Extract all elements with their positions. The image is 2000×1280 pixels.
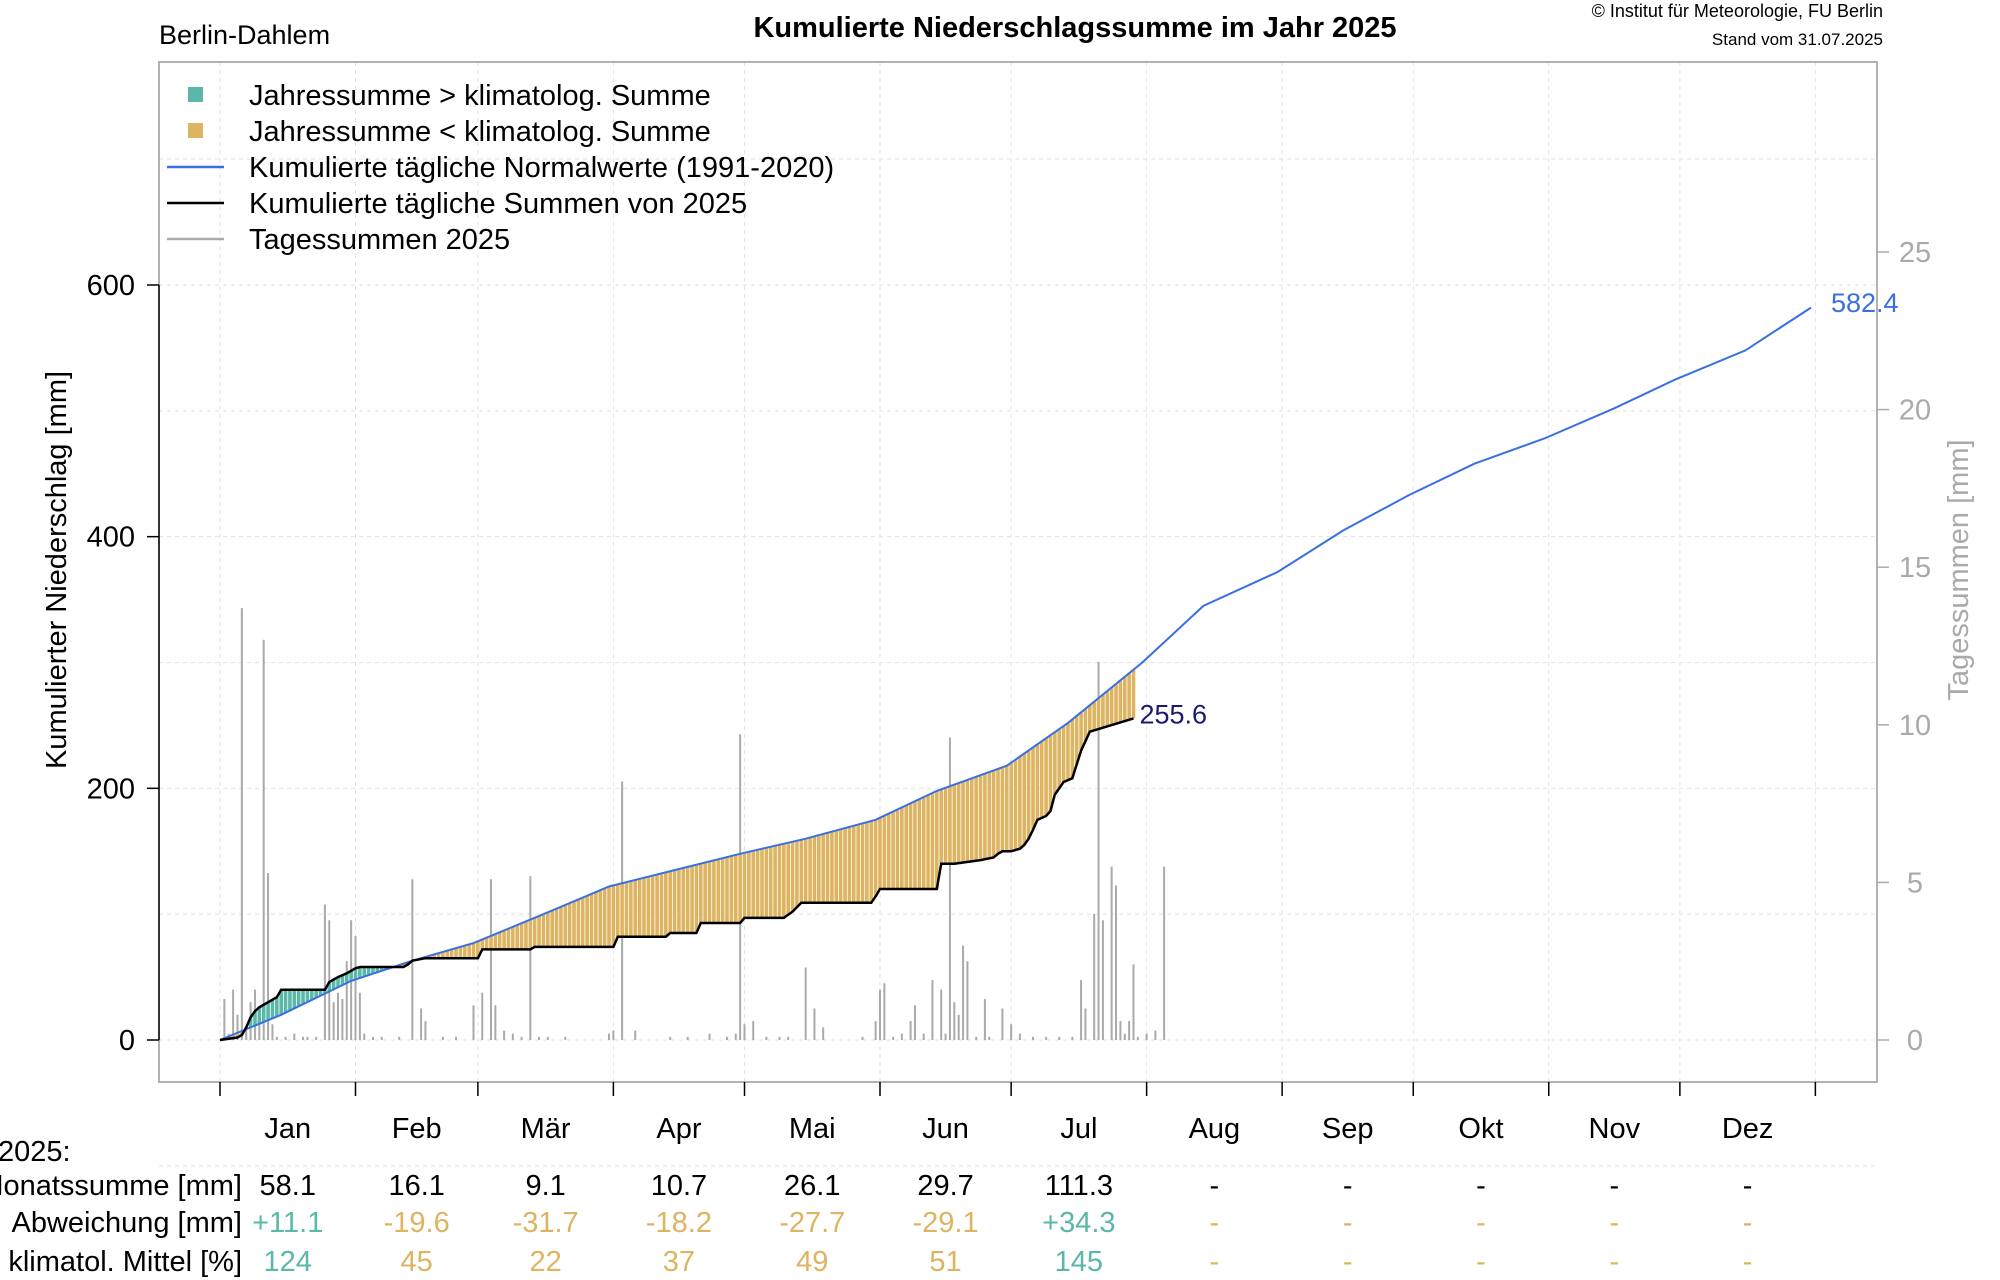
normal-line (219, 306, 1812, 1041)
y-tick-label: 0 (119, 1025, 135, 1057)
table-cell: - (1209, 1170, 1220, 1202)
x-tick-label: Okt (1458, 1113, 1503, 1145)
table-cell: - (1476, 1246, 1486, 1278)
x-tick-label: Jul (1060, 1113, 1097, 1145)
axes: 0 200 400 600 0 5 10 15 20 25 Jan Feb Mär Apr Mai Jun Ju… (87, 237, 1932, 1145)
legend-label: Jahressumme > klimatolog. Summe (249, 80, 711, 112)
table-cell: 51 (929, 1246, 962, 1278)
actual-line (219, 717, 1134, 1042)
legend-label: Kumulierte tägliche Normalwerte (1991-20… (249, 152, 834, 184)
x-tick-label: Sep (1322, 1113, 1374, 1145)
table-cell: - (1342, 1170, 1353, 1202)
table-row-label: Abweichung [mm] (11, 1207, 243, 1239)
table-cell: -18.2 (645, 1207, 712, 1239)
table-cell: +11.1 (252, 1207, 324, 1239)
table-cell: - (1342, 1207, 1353, 1239)
table-cell: -27.7 (779, 1207, 846, 1239)
table-cell: -19.6 (383, 1207, 450, 1239)
y2-tick-label: 5 (1907, 867, 1923, 899)
chart-title: Kumulierte Niederschlagssumme im Jahr 20… (753, 12, 1397, 44)
table-cell: -29.1 (912, 1207, 979, 1239)
legend-label: Tagessummen 2025 (249, 224, 510, 256)
legend-label: Jahressumme < klimatolog. Summe (249, 116, 711, 148)
table-cell: 29.7 (917, 1170, 974, 1202)
y2-tick-label: 10 (1899, 710, 1931, 742)
end-label-actual: 255.6 (1140, 699, 1208, 729)
table-cell: 10.7 (650, 1170, 708, 1202)
table-cell: - (1476, 1170, 1486, 1202)
table-cell: 49 (796, 1246, 829, 1278)
table-cell: - (1476, 1207, 1486, 1239)
table-cell: 111.3 (1044, 1170, 1114, 1202)
deviation-fill (222, 669, 1136, 1040)
x-tick-label: Aug (1189, 1113, 1241, 1145)
table-cell: - (1209, 1207, 1220, 1239)
x-tick-label: Mär (521, 1113, 571, 1145)
table-cell: 9.1 (525, 1170, 566, 1202)
table-cell: - (1742, 1246, 1753, 1278)
station-name: Berlin-Dahlem (159, 20, 331, 50)
y2-tick-label: 20 (1899, 395, 1931, 427)
legend-label: Kumulierte tägliche Summen von 2025 (249, 188, 747, 220)
x-tick-label: Jan (264, 1113, 311, 1145)
table-cell: - (1609, 1246, 1620, 1278)
table-cell: - (1742, 1170, 1753, 1202)
table-cell: 58.1 (259, 1170, 316, 1202)
table-cell: - (1742, 1207, 1753, 1239)
y2-axis-label: Tagessummen [mm] (1943, 439, 1975, 700)
legend-swatch (188, 123, 203, 138)
table-row-label: Monatssumme [mm] (0, 1170, 242, 1202)
x-tick-label: Dez (1722, 1113, 1774, 1145)
legend: Jahressumme > klimatolog. Summe Jahressum… (167, 80, 834, 256)
table-cell: - (1609, 1170, 1620, 1202)
x-tick-label: Nov (1589, 1113, 1641, 1145)
y-tick-label: 200 (87, 773, 135, 805)
table-cell: 26.1 (784, 1170, 841, 1202)
x-tick-label: Feb (392, 1113, 442, 1145)
table-cell: 145 (1054, 1246, 1104, 1278)
table-cell: 124 (263, 1246, 312, 1278)
y-tick-label: 600 (87, 270, 135, 302)
table-cell: 16.1 (388, 1170, 445, 1202)
table-cell: - (1209, 1246, 1220, 1278)
table-cell: 37 (662, 1246, 696, 1278)
table-cell: - (1609, 1207, 1620, 1239)
table-header: 2025: (0, 1136, 71, 1168)
table-row-label: % vom klimatol. Mittel [%] (0, 1246, 242, 1278)
end-label-normal: 582.4 (1831, 288, 1899, 318)
table-cell: 22 (529, 1246, 562, 1278)
legend-swatch (188, 87, 203, 102)
table-cell: -31.7 (512, 1207, 579, 1239)
y2-tick-label: 0 (1907, 1025, 1923, 1057)
table-cell: - (1342, 1246, 1353, 1278)
table-cell: 45 (400, 1246, 433, 1278)
stand-date: Stand vom 31.07.2025 (1711, 30, 1883, 49)
copyright: © Institut für Meteorologie, FU Berlin (1591, 1, 1883, 21)
x-tick-label: Mai (789, 1113, 836, 1145)
y2-tick-label: 15 (1899, 552, 1931, 584)
y-axis-label: Kumulierter Niederschlag [mm] (41, 371, 73, 769)
table-cell: +34.3 (1042, 1207, 1116, 1239)
y2-tick-label: 25 (1899, 237, 1931, 269)
y-tick-label: 400 (87, 522, 135, 554)
x-tick-label: Apr (656, 1113, 701, 1145)
x-tick-label: Jun (922, 1113, 969, 1145)
